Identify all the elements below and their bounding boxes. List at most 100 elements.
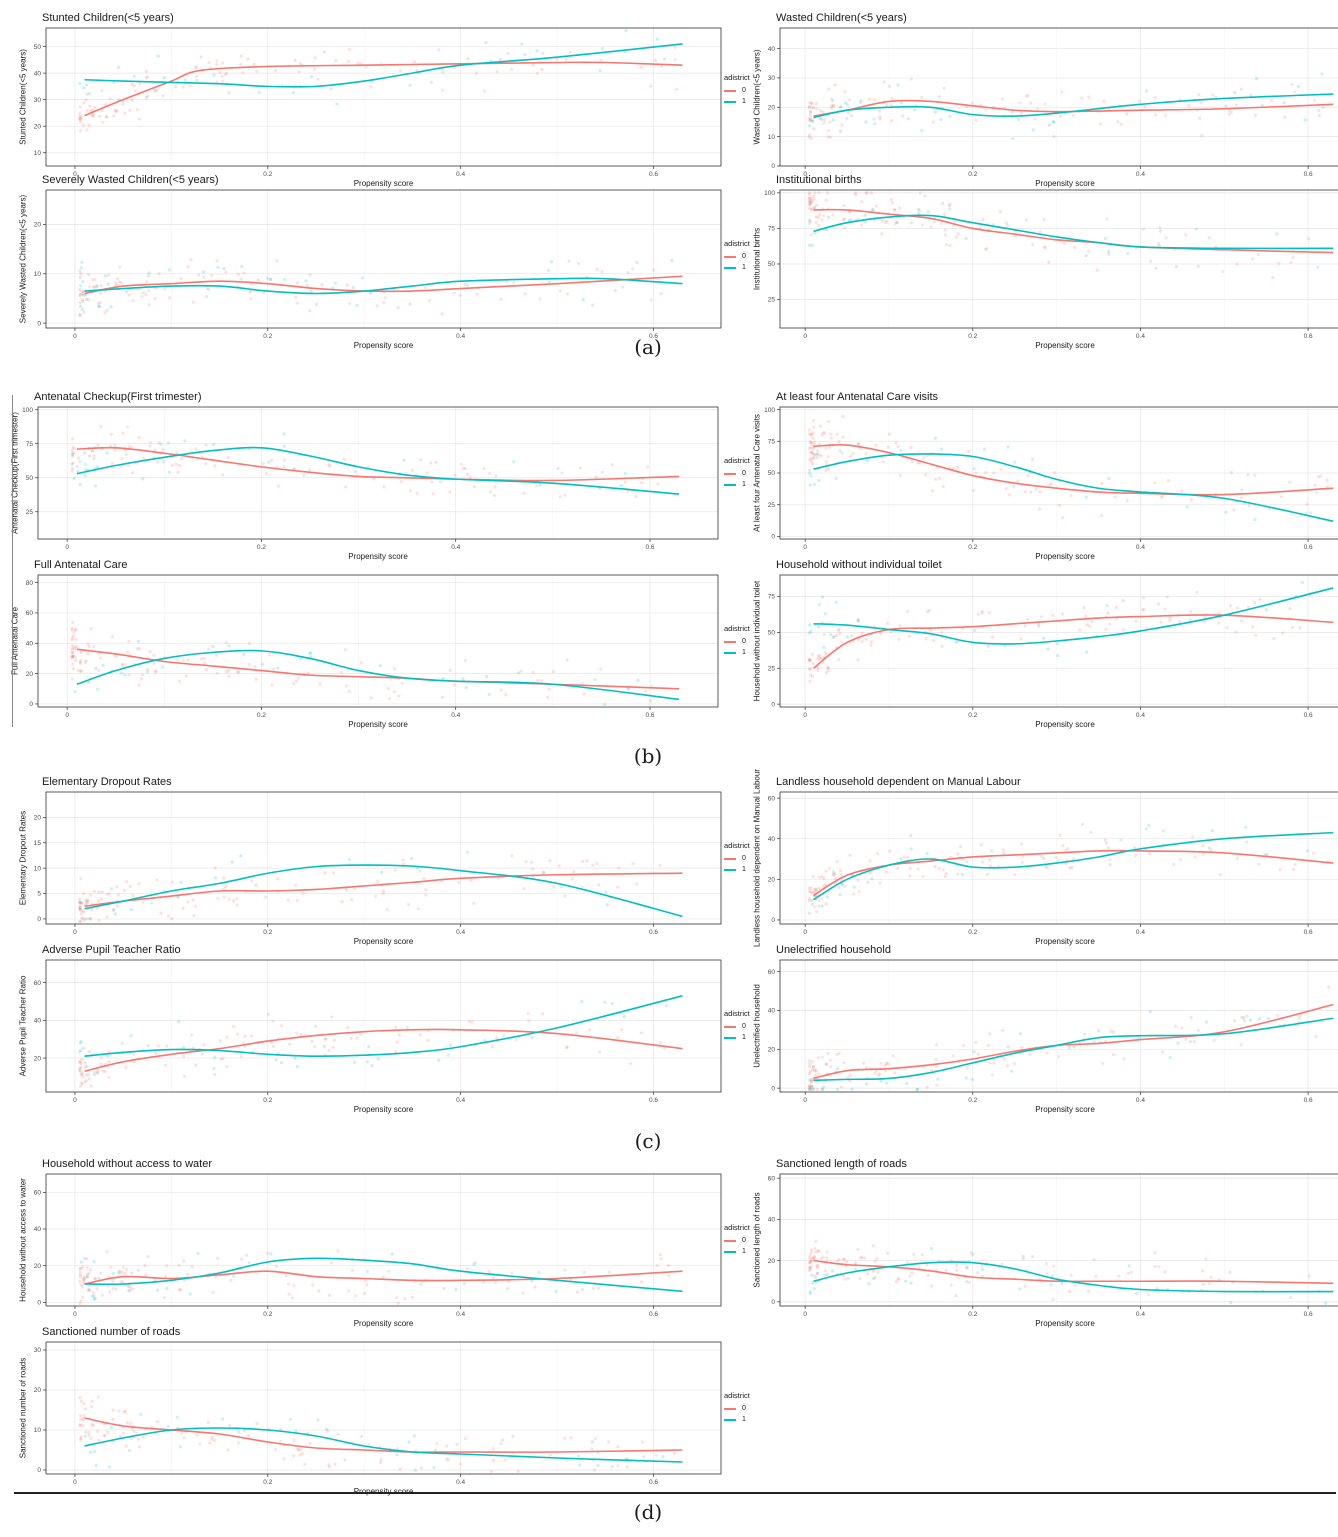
data-point [1227,108,1231,112]
separator-horizontal [14,1492,1336,1494]
data-point [808,896,812,901]
data-point [153,87,157,92]
data-point [290,1296,295,1300]
data-point [458,293,462,297]
data-point [107,892,111,896]
data-point [132,1052,136,1056]
data-point [811,462,815,466]
data-point [98,301,102,305]
data-point [256,278,260,282]
data-point [1232,1019,1237,1023]
data-point [200,1052,204,1056]
data-point [322,50,326,54]
data-point [1101,1061,1105,1066]
data-point [226,668,231,673]
data-point [124,1065,128,1070]
x-tick-label: 0.6 [1304,333,1313,340]
data-point [116,1270,121,1274]
data-point [649,84,653,88]
data-point [815,451,819,456]
data-point [1086,1289,1091,1293]
data-point [851,451,855,456]
data-point [88,109,92,113]
legend-adistrict: adistrict 0 1 [724,1390,750,1425]
data-point [1061,844,1065,848]
data-point [225,71,229,75]
data-point [1141,227,1145,231]
data-point [852,892,856,896]
data-point [808,1258,813,1262]
data-point [834,600,838,604]
data-point [1195,590,1199,594]
subfigure-label: (a) [634,335,662,359]
data-point [136,1437,140,1441]
data-point [1000,97,1004,101]
data-point [832,873,836,877]
data-point [73,645,77,649]
data-point [512,280,516,285]
data-point [624,29,628,33]
data-point [83,451,87,455]
data-point [124,1444,128,1448]
data-point [70,454,75,458]
data-point [825,228,829,232]
y-axis-label-text: Stunted Children(<5 years) [18,49,28,145]
data-point [97,1276,101,1280]
chart-title: Household without access to water [42,1158,212,1170]
data-point [943,212,947,216]
legend-swatch [724,266,736,269]
data-point [174,462,178,467]
data-point [835,1087,840,1091]
data-point [227,897,231,901]
data-point [1161,829,1165,833]
data-point [80,1071,84,1075]
data-point [293,1056,297,1060]
data-point [382,485,386,489]
data-point [810,1250,814,1254]
data-point [939,118,943,122]
data-point [894,1280,898,1284]
data-point [232,899,236,903]
y-tick-label: 15 [34,840,42,847]
data-point [1239,619,1244,623]
data-point [1111,1052,1116,1057]
data-point [192,913,196,918]
data-point [909,445,913,450]
data-point [823,431,827,435]
data-point [78,105,82,109]
data-point [494,474,498,478]
data-point [812,442,816,446]
x-tick-label: 0 [803,929,807,936]
data-point [838,869,843,873]
data-point [93,105,97,110]
data-point [948,244,952,248]
data-point [1277,262,1281,266]
data-point [232,1274,236,1278]
data-point [108,1465,112,1469]
data-point [822,214,826,218]
data-point [815,1263,820,1267]
data-point [808,440,812,444]
data-point [186,658,190,662]
data-point [965,1279,969,1284]
data-point [817,191,821,195]
data-point [85,1257,89,1261]
data-point [634,495,638,499]
data-point [985,246,989,250]
data-point [1279,495,1284,499]
data-point [112,907,116,911]
data-point [198,1442,202,1446]
data-point [390,1252,394,1256]
data-point [261,662,265,666]
chart-title: Full Antenatal Care [34,559,128,571]
data-point [78,459,82,464]
data-point [78,1396,82,1400]
data-point [262,291,266,295]
data-point [454,1287,458,1292]
legend-adistrict: adistrict 0 1 [724,238,750,273]
data-point [616,885,620,889]
data-point [239,54,243,58]
data-point [1126,1271,1131,1275]
data-point [97,304,102,309]
